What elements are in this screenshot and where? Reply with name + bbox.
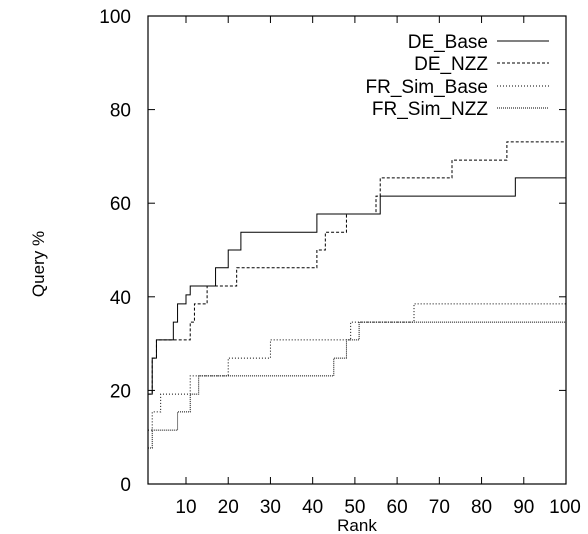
x-tick-label: 10 [175,497,196,518]
x-tick-label: 80 [471,497,492,518]
x-tick-label: 70 [429,497,450,518]
x-tick-label: 30 [260,497,281,518]
y-axis: 0 20 40 60 80 100 [99,7,566,496]
y-tick-label: 80 [110,101,131,122]
y-tick-label: 100 [99,7,131,28]
y-tick-label: 20 [110,381,131,402]
plot-frame [147,15,567,485]
legend-label: DE_Base [408,32,488,53]
x-tick-label: 60 [387,497,408,518]
y-axis-title: Query % [29,231,48,297]
x-axis-title: Rank [337,516,377,534]
plot-series [148,141,566,449]
legend-label: DE_NZZ [414,54,488,75]
legend-label: FR_Sim_Base [366,77,489,98]
legend-label: FR_Sim_NZZ [372,99,489,120]
x-axis: 10 20 30 40 50 60 70 80 90 100 [175,16,581,518]
y-tick-label: 40 [110,288,131,309]
y-tick-label: 0 [120,475,131,496]
x-tick-label: 90 [513,497,534,518]
series-line-fr-sim-base [148,303,566,431]
series-line-fr-sim-nzz [148,321,566,449]
series-line-de-nzz [148,141,566,395]
x-tick-label: 20 [218,497,239,518]
x-tick-label: 100 [549,497,581,518]
y-tick-label: 60 [110,194,131,215]
x-tick-label: 50 [344,497,365,518]
x-tick-label: 40 [302,497,323,518]
